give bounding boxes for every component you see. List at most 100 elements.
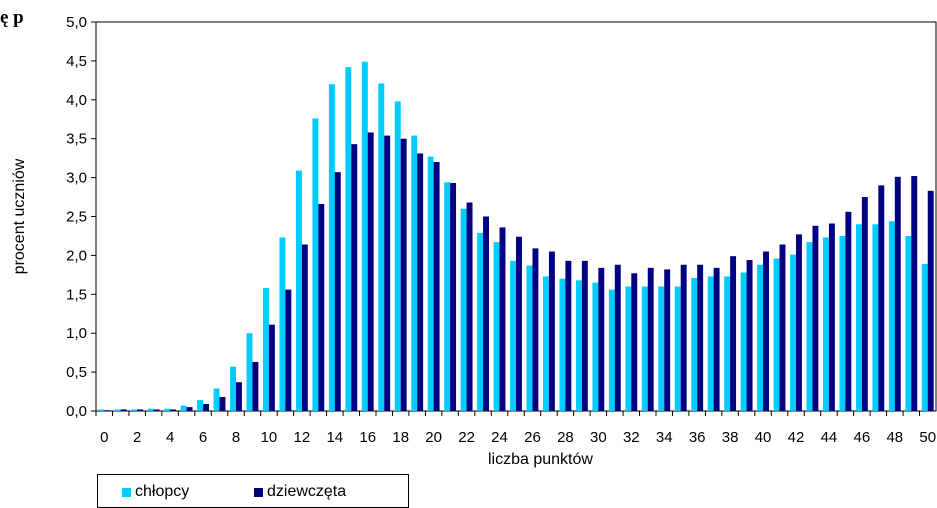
x-axis-ticks: 0 2 4 6 8 10 12 14 16 18 20 22 24 26 28 30 32 34 36 38 40 42 4… (95, 411, 936, 446)
legend-label-series-2: dziewczęta (267, 483, 347, 500)
y-tick-label: 5,0 (66, 14, 87, 31)
bar-series-2-x-28 (565, 260, 572, 411)
x-tick-label: 0 (100, 429, 108, 446)
bar-series-1-x-4 (164, 408, 171, 411)
bar-series-1-x-2 (131, 409, 138, 411)
bar-series-1-x-38 (724, 276, 731, 411)
bar-series-2-x-30 (598, 267, 605, 411)
y-tick-label: 3,5 (66, 131, 87, 148)
bar-series-1-x-44 (823, 237, 829, 411)
bar-series-2-x-1 (120, 409, 127, 411)
y-tick-label: 0,5 (66, 364, 87, 381)
bar-series-1-x-18 (394, 101, 401, 412)
bar-series-2-x-19 (417, 153, 424, 412)
bar-series-2-x-25 (516, 236, 522, 411)
x-tick-label: 8 (232, 429, 240, 446)
x-tick-label: 14 (326, 429, 343, 446)
y-tick-label: 4,0 (66, 92, 87, 109)
bar-series-1-x-20 (427, 156, 434, 411)
bar-series-2-x-31 (614, 264, 621, 411)
bar-series-1-x-40 (757, 264, 764, 411)
bar-series-2-x-22 (466, 202, 473, 411)
x-axis-label: liczba punktów (488, 451, 593, 468)
y-tick-label: 1,0 (66, 325, 87, 342)
bar-series-1-x-32 (625, 286, 632, 411)
bar-series-1-x-37 (707, 276, 714, 411)
bar-series-1-x-13 (312, 118, 319, 411)
bar-series-1-x-19 (411, 135, 418, 411)
x-tick-label: 30 (590, 429, 607, 446)
bar-series-1-x-6 (197, 400, 204, 411)
y-tick-label: 1,5 (66, 286, 87, 303)
bar-series-2-x-10 (268, 324, 275, 411)
bar-series-2-x-36 (697, 264, 704, 411)
y-tick-label: 2,5 (66, 209, 87, 226)
bar-series-2-x-20 (433, 162, 440, 411)
x-tick-label: 38 (722, 429, 739, 446)
x-tick-label: 22 (458, 429, 475, 446)
bar-series-1-x-10 (263, 288, 269, 411)
bar-series-1-x-36 (691, 277, 698, 411)
bar-series-2-x-12 (301, 244, 308, 411)
legend-label-series-1: chłopcy (135, 483, 190, 500)
plot-area (95, 21, 937, 412)
legend: chłopcy dziewczęta (97, 474, 409, 508)
bar-series-2-x-26 (532, 248, 539, 411)
x-tick-label: 6 (199, 429, 207, 446)
bar-series-1-x-24 (493, 242, 500, 411)
x-tick-label: 4 (166, 429, 174, 446)
x-tick-label: 18 (392, 429, 409, 446)
bar-series-2-x-42 (796, 234, 802, 411)
bar-series-1-x-31 (608, 289, 615, 411)
x-tick-label: 48 (886, 429, 903, 446)
bar-series-1-x-5 (180, 405, 187, 411)
bar-series-1-x-17 (378, 83, 385, 412)
x-tick-label: 12 (294, 429, 311, 446)
bar-series-1-x-29 (575, 280, 582, 411)
y-axis-ticks: 0,0 0,5 1,0 1,5 2,0 2,5 3,0 3,5 4,0 4,5 5,0 (66, 14, 96, 420)
bar-series-1-x-45 (839, 235, 846, 411)
bar-series-2-x-29 (581, 260, 588, 411)
bar-series-2-x-8 (236, 382, 242, 411)
bar-series-1-x-11 (279, 237, 286, 411)
bar-series-2-x-24 (499, 227, 506, 411)
chart-heading-fragment: ę p (0, 7, 24, 28)
bar-series-2-x-32 (631, 273, 638, 411)
bar-series-2-x-43 (812, 225, 819, 411)
bar-series-1-x-0 (98, 409, 105, 411)
bar-series-1-x-25 (510, 260, 516, 411)
bar-series-2-x-2 (137, 409, 144, 411)
bar-series-1-x-7 (213, 388, 220, 411)
bar-series-1-x-8 (230, 366, 236, 411)
bar-series-2-x-7 (219, 397, 226, 411)
bar-series-2-x-5 (186, 407, 193, 411)
x-tick-label: 34 (656, 429, 673, 446)
y-tick-label: 3,0 (66, 170, 87, 187)
bar-series-2-x-27 (548, 251, 555, 411)
bar-series-2-x-4 (170, 409, 177, 411)
bar-series-1-x-1 (114, 409, 121, 411)
bar-series-2-x-33 (647, 267, 654, 411)
bar-series-1-x-30 (592, 282, 599, 411)
x-tick-label: 16 (359, 429, 376, 446)
x-tick-label: 36 (689, 429, 706, 446)
bar-series-1-x-46 (855, 224, 862, 411)
bar-series-1-x-43 (806, 242, 813, 411)
bar-series-2-x-15 (351, 144, 358, 411)
bar-series-1-x-26 (526, 265, 533, 411)
legend-swatch-series-2 (254, 487, 263, 497)
series-1 (98, 61, 928, 412)
bar-series-2-x-18 (400, 138, 407, 411)
bar-series-2-x-16 (367, 132, 374, 412)
bar-series-2-x-40 (763, 251, 769, 411)
bar-series-2-x-39 (746, 260, 753, 411)
x-tick-label: 2 (133, 429, 141, 446)
x-tick-label: 32 (623, 429, 640, 446)
bar-series-1-x-12 (295, 170, 302, 411)
bar-series-1-x-33 (641, 286, 648, 411)
bar-series-2-x-41 (779, 244, 786, 411)
y-tick-label: 2,0 (66, 247, 87, 264)
bar-series-1-x-47 (872, 224, 879, 411)
bar-series-2-x-14 (334, 172, 341, 411)
